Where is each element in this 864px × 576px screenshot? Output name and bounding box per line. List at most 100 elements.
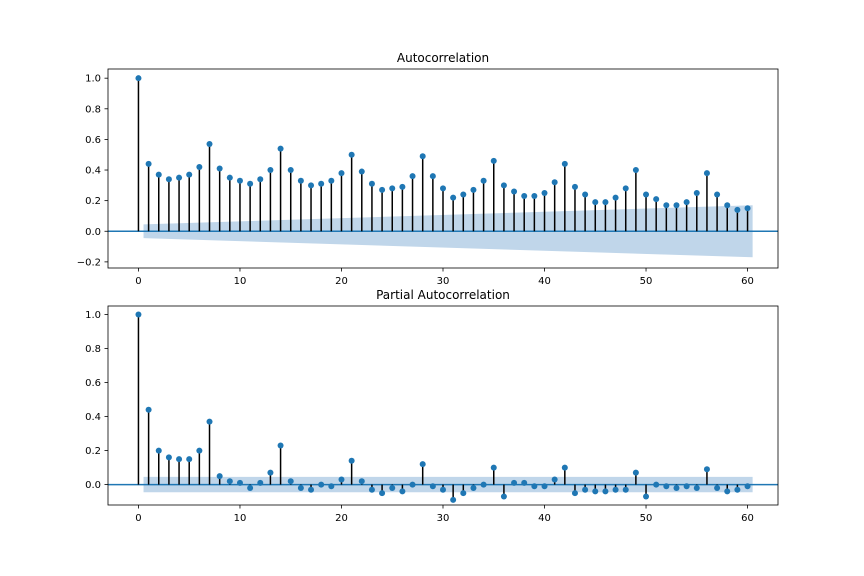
pacf-marker-lag-10 xyxy=(236,479,243,486)
pacf-xtick-label: 50 xyxy=(640,513,653,524)
pacf-marker-lag-21 xyxy=(348,457,355,464)
acf-marker-lag-30 xyxy=(440,185,446,192)
pacf-marker-lag-41 xyxy=(551,476,558,483)
pacf-marker-lag-30 xyxy=(440,486,446,493)
acf-marker-lag-49 xyxy=(632,167,639,174)
pacf-marker-lag-1 xyxy=(145,406,152,413)
pacf-marker-lag-39 xyxy=(531,483,538,490)
acf-marker-lag-21 xyxy=(348,151,355,158)
pacf-marker-lag-17 xyxy=(308,486,315,493)
pacf-marker-lag-12 xyxy=(257,479,264,486)
pacf-marker-lag-47 xyxy=(612,486,619,493)
pacf-marker-lag-9 xyxy=(226,478,233,485)
pacf-title: Partial Autocorrelation xyxy=(376,288,510,302)
acf-marker-lag-60 xyxy=(744,205,751,212)
pacf-marker-lag-13 xyxy=(267,469,274,476)
pacf-xtick-label: 10 xyxy=(234,513,247,524)
pacf-ytick-label: 0.2 xyxy=(85,446,101,457)
acf-marker-lag-13 xyxy=(267,167,274,174)
acf-marker-lag-18 xyxy=(318,180,325,187)
pacf-ytick-label: 1.0 xyxy=(85,310,101,321)
pacf-marker-lag-40 xyxy=(541,483,548,490)
acf-marker-lag-55 xyxy=(693,189,700,196)
acf-marker-lag-31 xyxy=(450,194,457,201)
acf-marker-lag-9 xyxy=(226,174,233,181)
pacf-marker-lag-11 xyxy=(247,484,254,491)
acf-xtick-label: 50 xyxy=(640,276,653,287)
acf-marker-lag-42 xyxy=(561,160,568,167)
pacf-marker-lag-33 xyxy=(470,484,477,491)
pacf-marker-lag-15 xyxy=(287,478,294,485)
pacf-marker-lag-44 xyxy=(582,486,589,493)
pacf-marker-lag-60 xyxy=(744,483,751,490)
pacf-ytick-label: 0.4 xyxy=(85,412,101,423)
acf-marker-lag-59 xyxy=(734,206,741,213)
pacf-marker-lag-59 xyxy=(734,486,741,493)
pacf-marker-lag-7 xyxy=(206,418,213,425)
acf-marker-lag-6 xyxy=(196,163,203,170)
acf-marker-lag-16 xyxy=(297,177,304,184)
acf-ytick-label: 0.8 xyxy=(85,104,101,115)
acf-marker-lag-32 xyxy=(460,191,467,198)
pacf-marker-lag-3 xyxy=(165,454,172,461)
acf-title: Autocorrelation xyxy=(397,51,489,65)
acf-marker-lag-26 xyxy=(399,183,406,190)
acf-ytick-label: 1.0 xyxy=(85,74,101,85)
acf-marker-lag-36 xyxy=(500,182,507,189)
acf-marker-lag-53 xyxy=(673,202,680,209)
acf-marker-lag-14 xyxy=(277,145,284,152)
acf-xtick-label: 60 xyxy=(741,276,754,287)
pacf-marker-lag-23 xyxy=(368,486,375,493)
pacf-marker-lag-49 xyxy=(632,469,639,476)
pacf-marker-lag-2 xyxy=(155,447,162,454)
acf-marker-lag-48 xyxy=(622,185,629,192)
pacf-ytick-label: 0.6 xyxy=(85,378,101,389)
acf-xtick-label: 10 xyxy=(234,276,247,287)
acf-marker-lag-52 xyxy=(663,202,670,209)
acf-marker-lag-37 xyxy=(511,188,518,195)
pacf-marker-lag-0 xyxy=(135,311,142,318)
pacf-marker-lag-4 xyxy=(176,456,183,463)
acf-xtick-label: 30 xyxy=(437,276,450,287)
acf-marker-lag-8 xyxy=(216,165,223,172)
pacf-marker-lag-31 xyxy=(450,496,457,503)
pacf-ytick-label: 0.8 xyxy=(85,344,101,355)
pacf-marker-lag-43 xyxy=(571,490,578,497)
pacf-marker-lag-55 xyxy=(693,484,700,491)
acf-marker-lag-35 xyxy=(490,157,497,164)
pacf-marker-lag-36 xyxy=(500,493,507,500)
pacf-marker-lag-16 xyxy=(297,484,304,491)
pacf-marker-lag-28 xyxy=(419,461,426,468)
pacf-marker-lag-52 xyxy=(663,483,670,490)
acf-marker-lag-38 xyxy=(521,193,528,200)
pacf-marker-lag-29 xyxy=(429,483,436,490)
acf-ytick-label: 0.4 xyxy=(85,166,101,177)
pacf-xtick-label: 40 xyxy=(538,513,551,524)
pacf-marker-lag-50 xyxy=(643,493,650,500)
acf-marker-lag-44 xyxy=(582,191,589,198)
pacf-marker-lag-37 xyxy=(511,479,518,486)
acf-xtick-label: 0 xyxy=(135,276,141,287)
acf-marker-lag-19 xyxy=(328,177,335,184)
pacf-marker-lag-27 xyxy=(409,481,416,488)
pacf-marker-lag-20 xyxy=(338,476,345,483)
pacf-marker-lag-34 xyxy=(480,481,487,488)
acf-marker-lag-28 xyxy=(419,153,426,160)
acf-marker-lag-54 xyxy=(683,199,690,206)
acf-marker-lag-5 xyxy=(186,171,193,178)
acf-ytick-label: 0.0 xyxy=(85,227,101,238)
acf-marker-lag-57 xyxy=(714,191,721,198)
pacf-marker-lag-42 xyxy=(561,464,568,471)
pacf-xtick-label: 60 xyxy=(741,513,754,524)
acf-marker-lag-43 xyxy=(571,183,578,190)
pacf-panel: Partial Autocorrelation 0 10 20 30 40 50 60 0.0… xyxy=(85,288,779,524)
acf-marker-lag-46 xyxy=(602,199,609,206)
acf-marker-lag-41 xyxy=(551,179,558,186)
acf-marker-lag-0 xyxy=(135,75,142,82)
acf-marker-lag-15 xyxy=(287,167,294,174)
pacf-marker-lag-22 xyxy=(358,478,365,485)
acf-marker-lag-40 xyxy=(541,189,548,196)
pacf-marker-lag-46 xyxy=(602,488,609,495)
acf-marker-lag-33 xyxy=(470,186,477,193)
acf-xtick-label: 40 xyxy=(538,276,551,287)
